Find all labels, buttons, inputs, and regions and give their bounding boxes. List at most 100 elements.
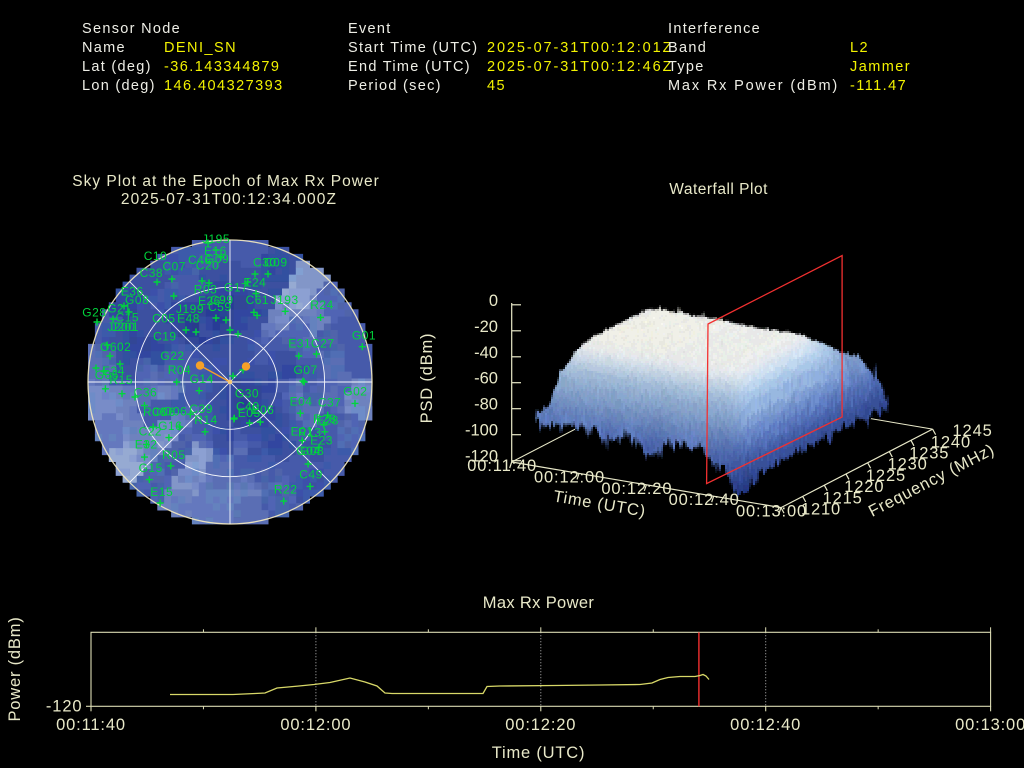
svg-text:G14: G14 bbox=[190, 372, 214, 386]
svg-text:Name: Name bbox=[82, 40, 126, 56]
svg-text:Band: Band bbox=[668, 40, 707, 56]
svg-text:E34: E34 bbox=[102, 364, 125, 378]
svg-text:0: 0 bbox=[489, 292, 498, 310]
svg-text:00:12:40: 00:12:40 bbox=[730, 716, 801, 734]
svg-text:2025-07-31T00:12:01Z: 2025-07-31T00:12:01Z bbox=[487, 40, 673, 56]
svg-text:PSD (dBm): PSD (dBm) bbox=[418, 333, 436, 424]
svg-text:G02: G02 bbox=[343, 385, 367, 399]
svg-text:J193: J193 bbox=[271, 293, 299, 307]
svg-text:R06: R06 bbox=[143, 405, 167, 419]
svg-text:End Time (UTC): End Time (UTC) bbox=[348, 59, 471, 75]
svg-text:1225: 1225 bbox=[866, 467, 906, 485]
svg-text:Period (sec): Period (sec) bbox=[348, 78, 442, 94]
svg-text:Max Rx Power: Max Rx Power bbox=[483, 594, 595, 612]
svg-text:00:13:00: 00:13:00 bbox=[736, 503, 807, 521]
svg-text:C05: C05 bbox=[152, 312, 176, 326]
svg-text:2025-07-31T00:12:34.000Z: 2025-07-31T00:12:34.000Z bbox=[121, 191, 337, 208]
svg-text:G22: G22 bbox=[160, 349, 184, 363]
svg-text:C15: C15 bbox=[116, 311, 140, 325]
svg-text:00:12:00: 00:12:00 bbox=[534, 468, 605, 486]
svg-text:-111.47: -111.47 bbox=[850, 78, 907, 94]
svg-text:L2: L2 bbox=[850, 40, 869, 56]
svg-text:1245: 1245 bbox=[953, 422, 993, 440]
svg-text:R05: R05 bbox=[162, 448, 186, 462]
svg-text:J200: J200 bbox=[107, 320, 135, 334]
svg-text:E28: E28 bbox=[316, 414, 339, 428]
svg-text:G21: G21 bbox=[107, 301, 131, 315]
svg-text:Lat (deg): Lat (deg) bbox=[82, 59, 152, 75]
svg-text:C09: C09 bbox=[264, 256, 288, 270]
svg-text:E36: E36 bbox=[121, 285, 144, 299]
svg-text:R22: R22 bbox=[274, 482, 298, 496]
svg-text:R04: R04 bbox=[168, 363, 192, 377]
svg-text:G07: G07 bbox=[294, 363, 318, 377]
svg-text:E24: E24 bbox=[244, 275, 267, 289]
svg-text:C61: C61 bbox=[246, 293, 270, 307]
svg-text:C40: C40 bbox=[236, 400, 260, 414]
svg-text:-60: -60 bbox=[474, 370, 498, 388]
svg-text:Time (UTC): Time (UTC) bbox=[492, 744, 586, 762]
svg-text:Jammer: Jammer bbox=[850, 59, 911, 75]
svg-text:C20: C20 bbox=[196, 259, 220, 273]
svg-text:-20: -20 bbox=[474, 318, 498, 336]
svg-text:E01: E01 bbox=[291, 425, 314, 439]
svg-text:146.404327393: 146.404327393 bbox=[164, 78, 284, 94]
svg-text:DENI_SN: DENI_SN bbox=[164, 40, 237, 56]
svg-text:1215: 1215 bbox=[823, 489, 863, 507]
svg-text:G01: G01 bbox=[352, 328, 376, 342]
svg-text:00:12:00: 00:12:00 bbox=[280, 716, 351, 734]
svg-text:J199: J199 bbox=[176, 302, 204, 316]
svg-text:G17: G17 bbox=[224, 281, 248, 295]
svg-text:G04: G04 bbox=[296, 444, 320, 458]
svg-text:E26: E26 bbox=[198, 294, 221, 308]
svg-text:C27: C27 bbox=[311, 337, 335, 351]
svg-text:C06: C06 bbox=[152, 405, 176, 419]
svg-text:C19: C19 bbox=[153, 329, 177, 343]
svg-text:R03: R03 bbox=[194, 283, 218, 297]
svg-text:45: 45 bbox=[487, 78, 506, 94]
svg-text:Interference: Interference bbox=[668, 21, 761, 37]
svg-text:Sky Plot at the Epoch of Max R: Sky Plot at the Epoch of Max Rx Power bbox=[72, 173, 380, 190]
svg-text:Sensor Node: Sensor Node bbox=[82, 21, 181, 37]
svg-text:G15: G15 bbox=[139, 461, 163, 475]
svg-text:1235: 1235 bbox=[909, 445, 949, 463]
svg-text:-120: -120 bbox=[465, 448, 498, 466]
svg-text:C38: C38 bbox=[140, 266, 164, 280]
svg-text:00:12:20: 00:12:20 bbox=[601, 480, 672, 498]
svg-text:E31: E31 bbox=[288, 337, 311, 351]
svg-text:J201: J201 bbox=[111, 320, 139, 334]
svg-text:1240: 1240 bbox=[931, 433, 971, 451]
svg-text:G09: G09 bbox=[205, 252, 229, 266]
svg-text:R15: R15 bbox=[109, 373, 133, 387]
svg-text:00:12:20: 00:12:20 bbox=[505, 716, 576, 734]
svg-text:E15: E15 bbox=[150, 485, 173, 499]
svg-text:E06: E06 bbox=[252, 403, 275, 417]
svg-text:Power (dBm): Power (dBm) bbox=[6, 616, 24, 721]
svg-text:-40: -40 bbox=[474, 344, 498, 362]
svg-text:-80: -80 bbox=[474, 396, 498, 414]
svg-text:O06: O06 bbox=[163, 405, 187, 419]
svg-text:2025-07-31T00:12:46Z: 2025-07-31T00:12:46Z bbox=[487, 59, 673, 75]
svg-text:C46: C46 bbox=[188, 253, 212, 267]
svg-text:C37: C37 bbox=[318, 395, 342, 409]
svg-text:R13: R13 bbox=[298, 426, 322, 440]
svg-text:1210: 1210 bbox=[801, 501, 841, 519]
svg-text:C07: C07 bbox=[163, 260, 187, 274]
svg-text:E23: E23 bbox=[310, 434, 333, 448]
svg-text:Lon (deg): Lon (deg) bbox=[82, 78, 156, 94]
svg-text:-36.143344879: -36.143344879 bbox=[164, 59, 280, 75]
svg-text:00:12:40: 00:12:40 bbox=[669, 491, 740, 509]
svg-text:C49: C49 bbox=[299, 468, 323, 482]
svg-text:E04: E04 bbox=[290, 394, 313, 408]
svg-text:Start Time (UTC): Start Time (UTC) bbox=[348, 40, 478, 56]
svg-text:-100: -100 bbox=[465, 422, 498, 440]
svg-text:00:11:40: 00:11:40 bbox=[56, 716, 126, 734]
svg-text:-120: -120 bbox=[46, 698, 83, 716]
svg-text:1220: 1220 bbox=[844, 478, 884, 496]
svg-text:O602: O602 bbox=[100, 340, 131, 354]
svg-text:Type: Type bbox=[668, 59, 705, 75]
svg-text:C10: C10 bbox=[144, 249, 168, 263]
svg-text:E48: E48 bbox=[177, 312, 200, 326]
svg-text:R24: R24 bbox=[310, 298, 334, 312]
svg-text:1230: 1230 bbox=[888, 456, 928, 474]
